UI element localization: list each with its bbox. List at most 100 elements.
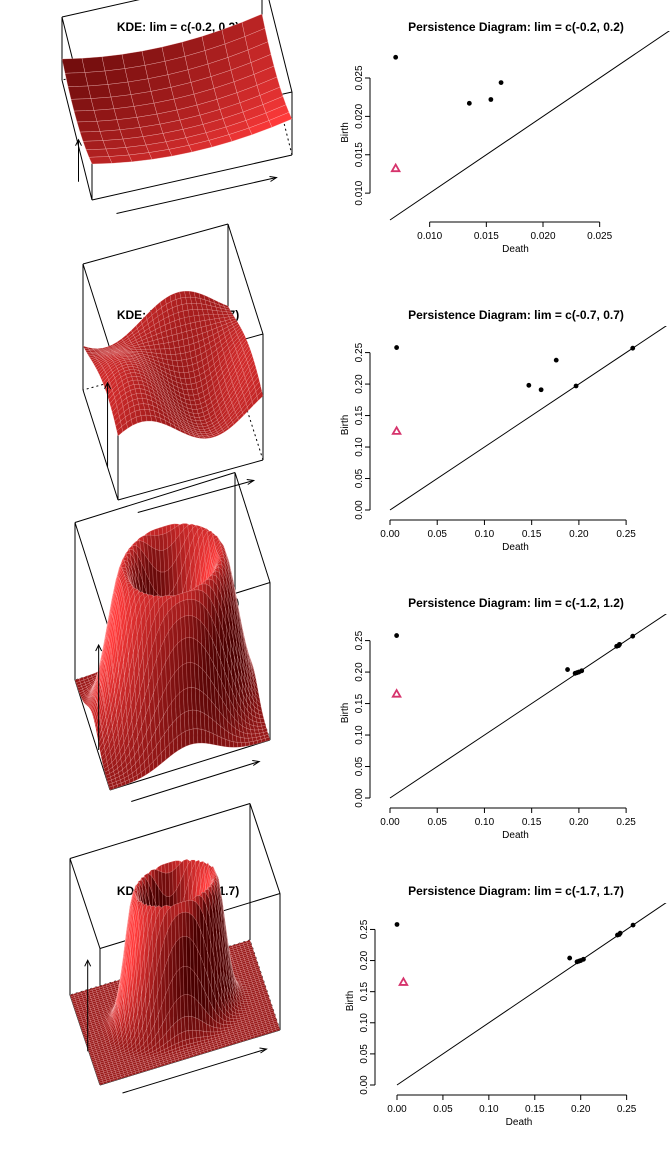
box-edge [74,472,236,523]
surface-title: KDE: lim = c(-0.2, 0.2) [117,20,239,34]
box-edge [69,858,101,949]
data-point [394,345,400,350]
box-edge [91,154,293,201]
data-point [394,633,400,638]
surface-facet [73,110,98,123]
box-edge [234,472,271,583]
arrow-head [104,381,111,390]
box-edge [268,0,293,93]
surface-facet [181,1031,186,1042]
surface-facet [90,96,115,111]
data-point [488,97,494,102]
surface-facet [99,129,124,141]
surface-facet [268,112,293,128]
diagonal-line [389,326,667,511]
data-point [573,383,579,389]
box-edge [249,803,281,894]
surface-facet [88,156,113,165]
surface-facet [177,1032,183,1043]
surface-facet [168,870,174,897]
surface-facet [174,913,180,943]
surface-facet [93,108,118,122]
surface-facet [176,968,181,1001]
y-tick-label: 0.15 [354,693,365,713]
triangle-point [391,425,402,435]
surface-facet [96,119,121,132]
y-tick-label: 0.25 [354,342,365,362]
kde-surface-panel-2 [82,223,264,513]
surface-facet [108,154,133,164]
x-tick-label: 0.25 [616,817,636,828]
y-tick-label: 0.020 [354,103,365,128]
arrow-head [246,479,256,485]
surface-facet [171,942,177,980]
box-edge [82,223,229,265]
surface-facet [184,1016,189,1032]
surface-facet [256,390,264,401]
surface-facet [177,902,183,915]
surface-facet [179,966,185,997]
surface-facet [102,138,127,150]
box-edge [61,0,140,18]
y-axis-label: Birth [340,703,351,724]
box-edge [117,459,264,501]
surface-facet [185,1030,190,1041]
surface-facet [180,1016,186,1033]
x-tick-label: 0.10 [475,817,495,828]
data-point [617,641,622,647]
x-tick-label: 0.05 [427,529,447,540]
surface-facet [104,68,129,85]
kde-surface-panel-4 [69,803,281,1094]
surface-facet [258,714,265,720]
y-tick-label: 0.20 [354,662,365,682]
arrow-head [75,138,82,146]
x-tick-label: 0.00 [380,817,400,828]
surface-facet [87,84,112,99]
data-point [553,357,559,363]
x-tick-label: 0.00 [380,529,400,540]
box-edge [109,739,271,791]
kde-surface-panel-1 [61,0,293,214]
surface-facet [179,936,184,969]
surface-facet [180,994,185,1019]
x-axis-arrow [116,177,277,214]
surface-facet [84,70,109,87]
surface-facet [79,131,104,142]
y-tick-label: 0.025 [354,65,365,90]
box-edge [61,79,93,201]
surface-facet [82,140,107,150]
surface-facet [67,85,92,100]
y-tick-label: 0.015 [354,142,365,167]
data-point [393,54,399,60]
x-axis-label: Death [502,244,529,255]
x-tick-label: 0.15 [522,529,542,540]
y-tick-label: 0.20 [354,374,365,394]
triangle-point [391,688,402,698]
y-tick-label: 0.05 [354,468,365,488]
x-tick-label: 0.05 [427,817,447,828]
box-edge [69,803,251,859]
box-edge [74,679,111,791]
data-point [565,667,570,672]
y-axis-label: Birth [340,122,351,143]
arrow-head [269,176,278,182]
triangle-point [390,162,402,173]
surface-facet [177,1018,182,1035]
data-point [579,668,585,674]
surface-axis-arrows [104,381,256,513]
x-tick-label: 0.20 [569,529,589,540]
persistence-diagram-panel-3: 0.00 0.05 0.10 0.15 0.20 0.250.000.050.100.15… [340,614,667,841]
surface-mesh [74,523,271,791]
data-point [538,387,544,393]
x-tick-label: 0.015 [474,231,499,242]
y-tick-label: 0.010 [354,180,365,205]
surface-facet [107,81,132,98]
surface-facet [188,1030,194,1040]
box-edge [227,223,264,335]
diagram-title: Persistence Diagram: lim = c(-0.7, 0.7) [408,308,624,322]
surface-facet [81,56,106,73]
persistence-diagram-panel-2: 0.00 0.05 0.10 0.15 0.20 0.250.000.050.100.15… [340,326,667,553]
surface-facet [85,148,110,158]
persistence-diagram-panel-1: 0.010 0.015 0.020 0.0250.0100.0150.0200.025… [340,31,670,255]
x-axis-label: Death [502,830,529,841]
